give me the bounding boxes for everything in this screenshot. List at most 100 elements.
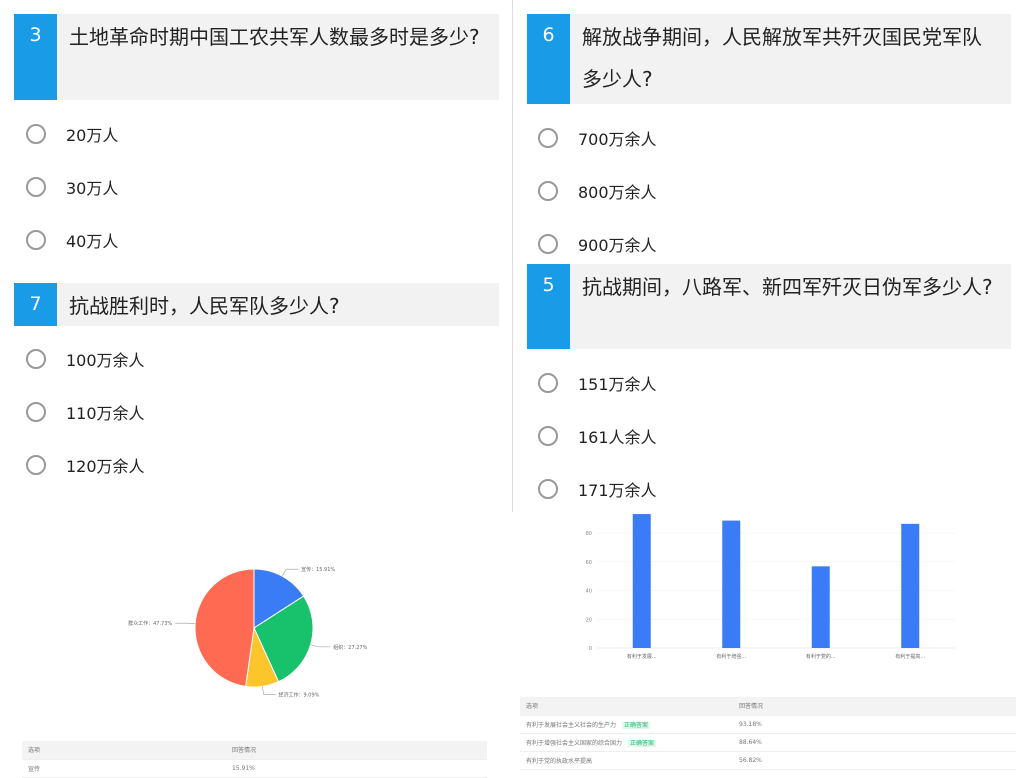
option-label: 151万余人 (578, 375, 657, 394)
option-radio[interactable]: 100万余人 (26, 347, 145, 371)
table-row: 有利于发展社会主义社会的生产力 正确答案 93.18% (520, 715, 1016, 734)
cell-option: 宣传 (22, 759, 226, 778)
question-number: 3 (14, 14, 57, 100)
y-tick-label: 20 (586, 617, 592, 623)
bar (632, 514, 651, 648)
option-text: 有利于党的执政水平提高 (526, 757, 593, 765)
x-tick-label: 有利于增强... (716, 653, 746, 660)
radio-icon[interactable] (538, 234, 558, 254)
option-radio[interactable]: 151万余人 (538, 371, 657, 395)
pie-chart: 宣传：15.91% 组织：27.27% 经济工作：9.09% 群众工作：47.73% (128, 566, 368, 698)
option-label: 110万余人 (66, 404, 145, 423)
option-radio[interactable]: 171万余人 (538, 477, 657, 501)
question-3-header: 3 土地革命时期中国工农共军人数最多时是多少? (14, 14, 499, 100)
option-radio[interactable]: 120万余人 (26, 453, 145, 477)
right-result-table: 选项 回答情况 有利于发展社会主义社会的生产力 正确答案 93.18% 有利于增强社会… (520, 697, 1016, 770)
bar-chart: 0 20 40 60 80 有利于发展... 有利于增强... 有利于党的... 有利于提高..… (586, 514, 955, 660)
radio-icon[interactable] (26, 124, 46, 144)
pie-label-line (310, 644, 331, 648)
cell-option: 有利于增强社会主义国家的综合国力 正确答案 (520, 733, 733, 752)
cell-option: 有利于党的执政水平提高 (520, 751, 733, 770)
radio-icon[interactable] (26, 349, 46, 369)
header-result: 回答情况 (733, 697, 1016, 716)
cell-option: 有利于发展社会主义社会的生产力 正确答案 (520, 715, 733, 734)
cell-value: 93.18% (733, 715, 1016, 734)
option-label: 20万人 (66, 126, 119, 145)
table-row: 有利于增强社会主义国家的综合国力 正确答案 88.64% (520, 733, 1016, 752)
question-5-header: 5 抗战期间，八路军、新四军歼灭日伪军多少人? (527, 264, 1011, 349)
radio-icon[interactable] (26, 230, 46, 250)
pie-label: 宣传：15.91% (301, 566, 335, 573)
bar (811, 566, 830, 648)
option-radio[interactable]: 30万人 (26, 175, 118, 199)
correct-answer-badge: 正确答案 (628, 739, 657, 747)
table-header: 选项 回答情况 (22, 741, 487, 760)
option-label: 161人余人 (578, 428, 657, 447)
x-tick-label: 有利于党的... (806, 653, 836, 660)
question-number: 5 (527, 264, 570, 349)
radio-icon[interactable] (26, 402, 46, 422)
question-6-header: 6 解放战争期间，人民解放军共歼灭国民党军队多少人? (527, 14, 1011, 104)
pie-label-line (262, 686, 276, 695)
table-header: 选项 回答情况 (520, 697, 1016, 716)
bar (901, 523, 920, 648)
option-radio[interactable]: 20万人 (26, 122, 118, 146)
pie-label-line (282, 568, 299, 577)
header-option: 选项 (22, 741, 226, 760)
option-label: 800万余人 (578, 183, 657, 202)
option-label: 30万人 (66, 179, 119, 198)
option-label: 100万余人 (66, 351, 145, 370)
option-label: 40万人 (66, 232, 119, 251)
option-text: 有利于发展社会主义社会的生产力 (526, 721, 617, 729)
cell-value: 15.91% (226, 759, 487, 778)
option-radio[interactable]: 161人余人 (538, 424, 657, 448)
y-tick-label: 60 (586, 560, 592, 566)
option-radio[interactable]: 800万余人 (538, 179, 657, 203)
question-7-header: 7 抗战胜利时，人民军队多少人? (14, 283, 499, 326)
question-text: 解放战争期间，人民解放军共歼灭国民党军队多少人? (582, 25, 982, 91)
option-label: 900万余人 (578, 236, 657, 255)
question-number: 7 (14, 283, 57, 326)
radio-icon[interactable] (538, 128, 558, 148)
radio-icon[interactable] (26, 177, 46, 197)
option-radio[interactable]: 40万人 (26, 228, 118, 252)
option-radio[interactable]: 110万余人 (26, 400, 145, 424)
pie-label: 组织：27.27% (333, 644, 367, 651)
quiz-left-panel: 3 土地革命时期中国工农共军人数最多时是多少? 20万人 30万人 40万人 7… (0, 0, 512, 512)
question-text: 抗战胜利时，人民军队多少人? (69, 294, 340, 318)
divider (512, 0, 513, 512)
y-tick-label: 0 (589, 646, 592, 652)
y-tick-label: 40 (586, 589, 592, 595)
x-tick-label: 有利于提高... (895, 653, 925, 660)
header-result: 回答情况 (226, 741, 487, 760)
option-radio[interactable]: 900万余人 (538, 232, 657, 256)
table-row: 有利于党的执政水平提高 56.82% (520, 751, 1016, 770)
radio-icon[interactable] (538, 373, 558, 393)
table-row: 宣传 15.91% (22, 759, 487, 778)
option-radio[interactable]: 700万余人 (538, 126, 657, 150)
option-text: 有利于增强社会主义国家的综合国力 (526, 739, 623, 747)
pie-slice (194, 568, 255, 687)
cell-value: 88.64% (733, 733, 1016, 752)
bar (722, 520, 741, 648)
left-result-table: 选项 回答情况 宣传 15.91% (22, 741, 487, 778)
header-option: 选项 (520, 697, 733, 716)
radio-icon[interactable] (26, 455, 46, 475)
option-label: 171万余人 (578, 481, 657, 500)
radio-icon[interactable] (538, 426, 558, 446)
pie-slice (253, 595, 314, 683)
option-label: 120万余人 (66, 457, 145, 476)
correct-answer-badge: 正确答案 (622, 721, 651, 729)
pie-label-line (175, 622, 196, 625)
question-text: 土地革命时期中国工农共军人数最多时是多少? (69, 25, 480, 49)
pie-label: 群众工作：47.73% (128, 620, 172, 627)
cell-value: 56.82% (733, 751, 1016, 770)
quiz-right-panel: 6 解放战争期间，人民解放军共歼灭国民党军队多少人? 700万余人 800万余人… (513, 0, 1024, 512)
y-tick-label: 80 (586, 531, 592, 537)
radio-icon[interactable] (538, 479, 558, 499)
option-label: 700万余人 (578, 130, 657, 149)
question-text: 抗战期间，八路军、新四军歼灭日伪军多少人? (582, 275, 993, 299)
question-number: 6 (527, 14, 570, 104)
pie-label: 经济工作：9.09% (279, 691, 320, 698)
radio-icon[interactable] (538, 181, 558, 201)
